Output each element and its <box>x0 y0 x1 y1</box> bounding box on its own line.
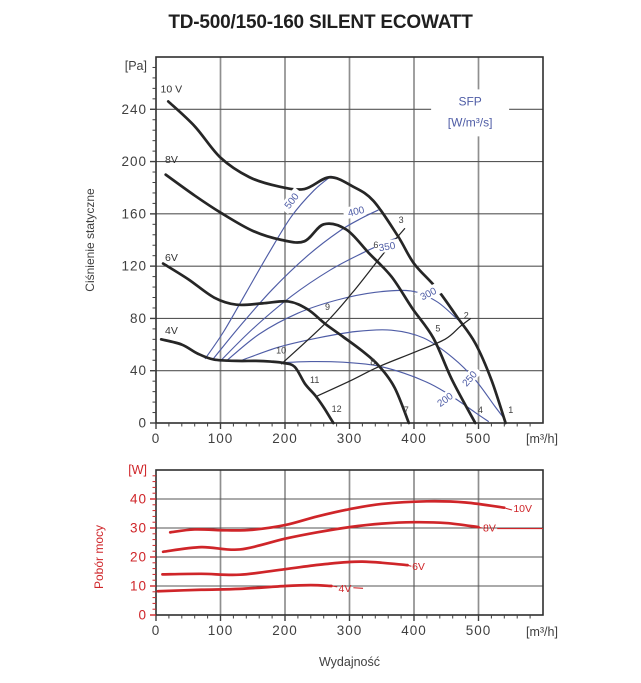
point-label-2: 2 <box>464 310 469 320</box>
y-tick-label: 40 <box>130 492 147 507</box>
sfp-curve-250 <box>241 329 507 421</box>
curve-4v <box>159 337 335 425</box>
x-tick-label: 0 <box>152 431 161 446</box>
sfp-curve-400 <box>211 209 379 361</box>
label-leader <box>408 564 412 567</box>
y-axis-title: Pobór mocy <box>92 525 106 589</box>
point-label-8: 8 <box>370 357 375 367</box>
y-unit-label: [Pa] <box>125 59 147 73</box>
label-leader <box>479 526 483 529</box>
sfp-legend-title: SFP <box>458 94 481 108</box>
curve-4v <box>156 583 333 593</box>
point-label-7: 7 <box>404 405 409 415</box>
series-label-10v: 10V <box>513 503 532 515</box>
curve-8v <box>164 173 477 425</box>
series-label-6v: 6V <box>165 252 178 264</box>
y-tick-label: 240 <box>121 102 147 117</box>
series-label-6v: 6V <box>412 561 425 573</box>
y-tick-label: 0 <box>138 416 147 431</box>
x-tick-label: 500 <box>466 623 492 638</box>
label-leader <box>353 587 364 589</box>
sfp-label-400: 400 <box>342 202 370 220</box>
series-label-4v: 4V <box>339 583 352 595</box>
point-label-5: 5 <box>435 324 440 334</box>
sfp-label-text: 350 <box>378 241 397 255</box>
point-label-3: 3 <box>399 215 404 225</box>
point-label-6: 6 <box>373 240 378 250</box>
x-tick-label: 300 <box>337 623 363 638</box>
y-tick-label: 120 <box>121 259 147 274</box>
sfp-label-bg <box>431 387 459 412</box>
chart-static-pressure: 0 100 200 300 400 500 0 40 80 120 160 200 240 [Pa] [m³… <box>83 56 558 446</box>
x-tick-label: 200 <box>272 623 298 638</box>
sfp-legend-unit: [W/m³/s] <box>448 115 493 129</box>
sfp-curve-200 <box>278 360 490 423</box>
y-tick-label: 0 <box>138 608 147 623</box>
chart-power: 0 100 200 300 400 500 0 10 20 30 40 [W] [m³/h] Pobór … <box>92 463 558 669</box>
x-tick-label: 400 <box>401 623 427 638</box>
y-tick-label: 10 <box>130 579 147 594</box>
x-tick-label: 500 <box>466 431 492 446</box>
sfp-label-bg <box>373 238 401 254</box>
sfp-curve-300 <box>225 289 459 363</box>
series-label-8v: 8V <box>165 154 178 166</box>
point-label-11: 11 <box>310 375 319 385</box>
x-tick-label: 300 <box>337 431 363 446</box>
sfp-label-300: 300 <box>414 282 442 305</box>
curve-10v <box>166 100 507 425</box>
sfp-label-bg <box>342 202 370 220</box>
series-label-10v: 10 V <box>161 83 183 95</box>
y-axis-title: Ciśnienie statyczne <box>83 188 97 292</box>
series-label-8v: 8V <box>483 522 496 534</box>
sfp-label-350: 350 <box>373 238 401 255</box>
y-tick-label: 160 <box>121 206 147 221</box>
y-tick-label: 30 <box>130 521 147 536</box>
label-leader <box>331 585 338 588</box>
x-tick-label: 0 <box>152 623 161 638</box>
x-axis-title: Wydajność <box>319 655 380 669</box>
curve-10v <box>168 499 506 534</box>
curve-6v <box>161 560 409 577</box>
curve-6v <box>161 262 411 425</box>
x-tick-label: 100 <box>208 623 234 638</box>
sfp-label-text: 400 <box>347 205 366 220</box>
ticks-power: 0 100 200 300 400 500 0 10 20 30 40 <box>130 475 531 638</box>
x-tick-label: 100 <box>208 431 234 446</box>
sfp-curve-500 <box>204 175 332 360</box>
y-tick-label: 200 <box>121 154 147 169</box>
sfp-label-bg <box>456 365 482 392</box>
page-title: TD-500/150-160 SILENT ECOWATT <box>168 12 473 33</box>
system-line-2 <box>315 317 472 398</box>
y-tick-label: 40 <box>130 363 147 378</box>
label-leader <box>505 507 513 511</box>
ticks-static-pressure: 0 100 200 300 400 500 0 40 80 120 160 200 240 <box>121 66 531 446</box>
sfp-label-500: 500 <box>278 187 304 215</box>
point-label-9: 9 <box>325 302 330 312</box>
x-unit-label: [m³/h] <box>526 625 558 639</box>
point-label-10: 10 <box>276 346 286 356</box>
sfp-legend-box <box>431 89 510 137</box>
y-tick-label: 20 <box>130 550 147 565</box>
x-unit-label: [m³/h] <box>526 432 558 446</box>
point-label-12: 12 <box>332 404 342 414</box>
x-tick-label: 400 <box>401 431 427 446</box>
y-tick-label: 80 <box>130 311 147 326</box>
y-unit-label: [W] <box>128 463 147 477</box>
curve-8v <box>161 520 480 554</box>
sfp-label-bg <box>278 187 304 215</box>
x-tick-label: 200 <box>272 431 298 446</box>
point-label-4: 4 <box>478 405 483 415</box>
point-label-1: 1 <box>508 405 513 415</box>
series-label-4v: 4V <box>165 325 178 337</box>
sfp-label-bg <box>414 282 442 305</box>
sfp-label-200: 200 <box>431 387 459 412</box>
